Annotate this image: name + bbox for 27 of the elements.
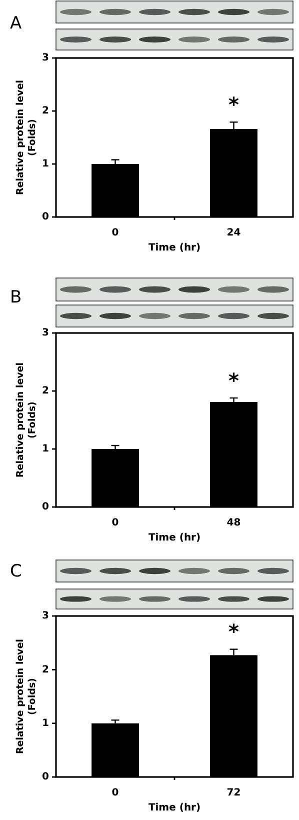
- y-tick-label: 3: [42, 52, 50, 64]
- y-tick-label: 3: [42, 328, 50, 339]
- annotation: *: [228, 620, 240, 644]
- y-axis-title: Relative protein level (Folds): [15, 80, 38, 196]
- y-tick-label: 1: [42, 444, 50, 455]
- chart-title: B: [10, 288, 22, 308]
- y-tick-label: 2: [42, 664, 50, 676]
- x-tick-label: 48: [226, 518, 241, 529]
- y-tick-label: 0: [42, 212, 50, 223]
- x-tick-label: 24: [226, 228, 241, 239]
- chart-title: C: [10, 562, 22, 582]
- x-axis-title: Time (hr): [148, 242, 201, 254]
- y-tick-label: 3: [42, 610, 50, 622]
- y-tick-label: 1: [42, 158, 50, 170]
- y-tick-label: 1: [42, 718, 50, 730]
- y-axis-title: Relative protein level (Folds): [15, 638, 38, 754]
- y-tick-label: 0: [42, 502, 50, 513]
- y-tick-label: 2: [42, 106, 50, 117]
- y-axis-title: Relative protein level (Folds): [15, 362, 38, 478]
- y-tick-label: 2: [42, 386, 50, 397]
- chart-title: A: [10, 14, 22, 34]
- annotation: *: [228, 92, 240, 117]
- y-tick-label: 0: [42, 772, 50, 783]
- x-axis-title: Time (hr): [148, 802, 201, 814]
- annotation: *: [228, 368, 240, 392]
- x-axis-title: Time (hr): [148, 532, 201, 544]
- x-tick-label: 72: [226, 788, 241, 799]
